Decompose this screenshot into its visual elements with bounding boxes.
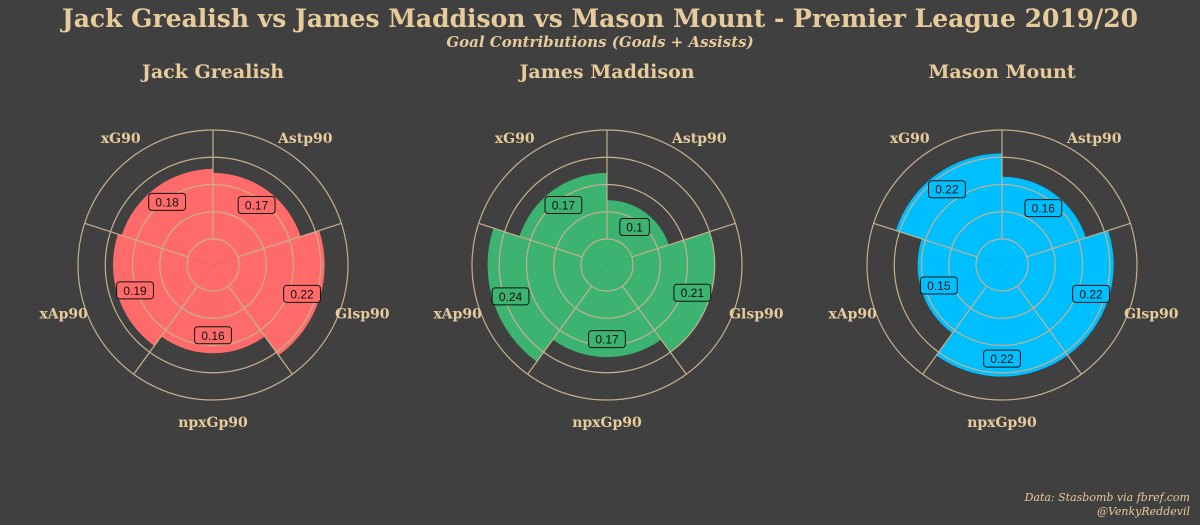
value-label-text: 0.21 xyxy=(681,286,705,300)
value-label-box xyxy=(237,195,276,214)
polar-chart-3: Mason Mount Astp90 Glsp90 npxGp90 xAp90 xG90 0… xyxy=(828,61,1178,431)
category-label: xAp90 xyxy=(433,307,482,323)
category-label: npxGp90 xyxy=(967,415,1037,431)
bar-Glsp90 xyxy=(213,230,325,356)
category-label: Astp90 xyxy=(671,131,727,147)
category-label: xAp90 xyxy=(828,307,877,323)
value-label-box xyxy=(619,218,650,237)
value-label: 0.19 xyxy=(116,281,154,300)
chart-title: Jack Grealish vs James Maddison vs Mason… xyxy=(61,4,1139,33)
bar-xAp90 xyxy=(487,228,607,362)
value-label-text: 0.17 xyxy=(552,198,576,212)
grid-spoke xyxy=(227,285,293,375)
value-label: 0.18 xyxy=(148,192,187,211)
category-label: Glsp90 xyxy=(1124,307,1179,323)
category-label: Astp90 xyxy=(277,131,333,147)
value-label-text: 0.22 xyxy=(1079,287,1103,301)
bar-xAp90 xyxy=(113,234,213,346)
bar-xG90 xyxy=(121,168,213,265)
value-label-text: 0.24 xyxy=(499,290,523,304)
value-label-box xyxy=(1072,284,1110,303)
value-label-text: 0.15 xyxy=(927,279,951,293)
category-label: Glsp90 xyxy=(729,307,784,323)
player-title: James Maddison xyxy=(517,61,694,83)
value-label: 0.22 xyxy=(283,284,321,303)
grid-spoke xyxy=(84,222,189,258)
category-label: npxGp90 xyxy=(572,415,642,431)
value-label: 0.15 xyxy=(919,276,958,295)
caption-source: Data: Stasbomb via fbref.com xyxy=(1024,491,1190,504)
bar-xG90 xyxy=(895,153,1002,265)
bar-Glsp90 xyxy=(1002,230,1114,356)
bar-Astp90 xyxy=(213,172,301,265)
value-label-box xyxy=(919,276,958,295)
value-label: 0.16 xyxy=(1024,199,1063,218)
category-label: xG90 xyxy=(495,131,535,147)
grid-spoke xyxy=(621,285,687,375)
bar-npxGp90 xyxy=(552,265,662,358)
value-label-text: 0.19 xyxy=(123,284,147,298)
grid-spoke xyxy=(237,222,342,258)
value-label: 0.22 xyxy=(928,180,966,199)
value-label-box xyxy=(928,180,966,199)
value-label: 0.16 xyxy=(194,326,232,345)
bar-npxGp90 xyxy=(161,265,265,354)
value-label: 0.17 xyxy=(544,195,583,214)
grid-spoke xyxy=(527,285,593,375)
category-label: xAp90 xyxy=(39,307,88,323)
value-label-text: 0.22 xyxy=(990,352,1014,366)
value-label: 0.17 xyxy=(237,195,276,214)
grid-spoke xyxy=(1026,222,1131,258)
value-label-text: 0.22 xyxy=(290,287,314,301)
category-label: xG90 xyxy=(890,131,930,147)
value-label-text: 0.16 xyxy=(1032,202,1056,216)
value-label-text: 0.1 xyxy=(626,221,643,235)
grid-spoke xyxy=(1016,285,1082,375)
bar-xAp90 xyxy=(917,238,1002,334)
value-label-box xyxy=(491,287,530,306)
bar-npxGp90 xyxy=(936,265,1068,377)
value-label: 0.24 xyxy=(491,287,530,306)
value-label-box xyxy=(544,195,583,214)
value-label-text: 0.17 xyxy=(595,333,619,347)
value-label: 0.22 xyxy=(983,349,1021,368)
polar-chart-2: James Maddison Astp90 Glsp90 npxGp90 xAp90 xG… xyxy=(433,61,783,431)
grid-spoke xyxy=(922,285,988,375)
player-title: Mason Mount xyxy=(928,61,1075,83)
grid-spoke xyxy=(873,222,978,258)
value-label: 0.17 xyxy=(588,330,626,349)
value-label-text: 0.22 xyxy=(935,183,959,197)
value-label-box xyxy=(116,281,154,300)
polar-chart-1: Jack Grealish Astp90 Glsp90 npxGp90 xAp90 xG9… xyxy=(39,61,389,431)
value-label-text: 0.18 xyxy=(155,195,179,209)
value-label-box xyxy=(588,330,626,349)
value-label-box xyxy=(1024,199,1063,218)
grid-spoke xyxy=(133,285,199,375)
chart-subtitle: Goal Contributions (Goals + Assists) xyxy=(446,33,754,51)
value-label: 0.21 xyxy=(673,283,712,302)
value-label: 0.1 xyxy=(619,218,650,237)
grid-spoke xyxy=(478,222,583,258)
value-label-box xyxy=(983,349,1021,368)
caption-author: @VenkyReddevil xyxy=(1096,505,1190,518)
category-label: Glsp90 xyxy=(335,307,390,323)
value-label-text: 0.16 xyxy=(201,329,225,343)
category-label: xG90 xyxy=(101,131,141,147)
value-label-box xyxy=(148,192,187,211)
category-label: Astp90 xyxy=(1066,131,1122,147)
bar-Astp90 xyxy=(1002,176,1086,265)
player-title: Jack Grealish xyxy=(140,61,284,83)
value-label-text: 0.17 xyxy=(245,198,269,212)
category-label: npxGp90 xyxy=(178,415,248,431)
value-label-box xyxy=(673,283,712,302)
bar-xG90 xyxy=(519,172,607,265)
grid-spoke xyxy=(631,222,736,258)
value-label-box xyxy=(283,284,321,303)
value-label: 0.22 xyxy=(1072,284,1110,303)
caption: Data: Stasbomb via fbref.com @VenkyRedde… xyxy=(1025,491,1190,519)
value-label-box xyxy=(194,326,232,345)
